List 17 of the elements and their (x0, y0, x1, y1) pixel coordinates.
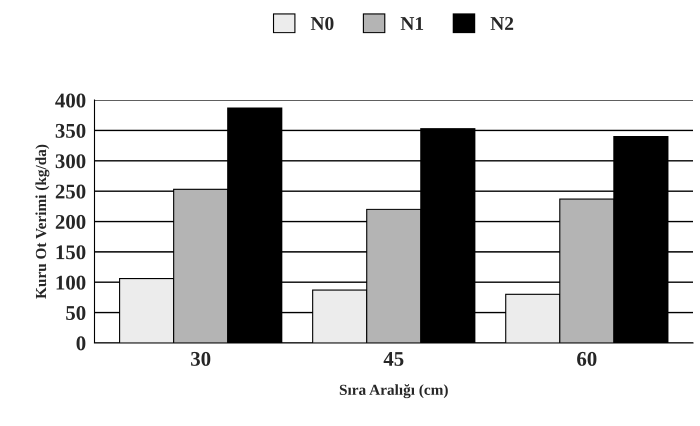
x-tick-label: 60 (577, 352, 596, 366)
x-tick-label: 45 (384, 352, 404, 366)
legend-label: N2 (490, 17, 514, 30)
y-axis-title: Kuru Ot Verimi (kg/da) (35, 144, 50, 299)
y-tick-label: 150 (56, 245, 86, 260)
y-tick-label: 200 (56, 214, 86, 229)
legend-label: N1 (400, 17, 424, 30)
x-tick-label: 30 (191, 352, 210, 366)
y-tick-label: 350 (56, 124, 86, 138)
y-tick-label: 100 (56, 276, 86, 290)
legend-label: N0 (310, 16, 334, 30)
y-tick-label: 300 (56, 154, 86, 168)
y-tick-label: 250 (56, 184, 86, 199)
x-axis-title: Sıra Aralığı (cm) (340, 384, 448, 398)
y-tick-label: 50 (66, 306, 86, 320)
y-tick-label: 400 (55, 93, 86, 108)
y-tick-label: 0 (76, 336, 86, 350)
